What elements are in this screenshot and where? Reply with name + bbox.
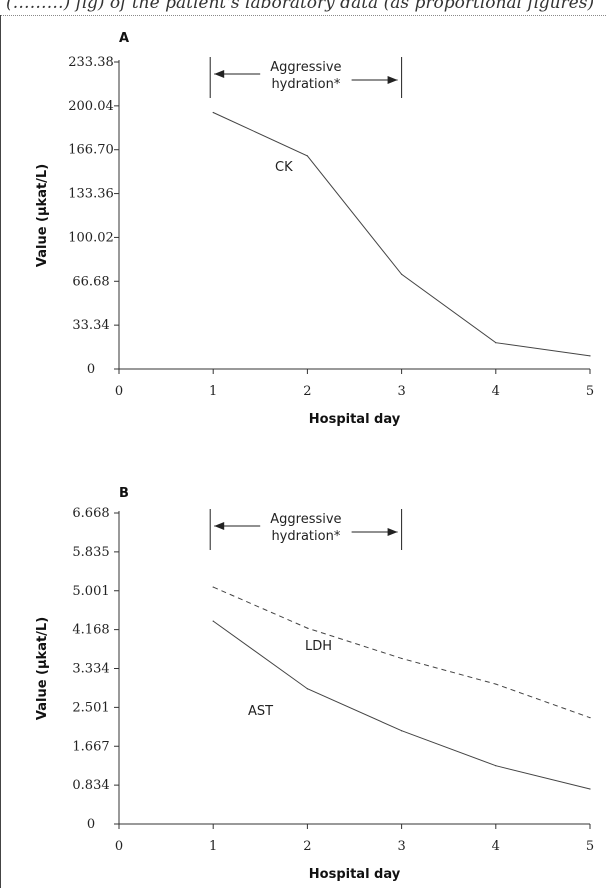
y-tick-label: 66.68 <box>72 274 109 289</box>
annotation-line-2: hydration* <box>271 529 340 544</box>
x-tick-label: 4 <box>492 384 500 399</box>
data-point-ck <box>401 273 403 275</box>
x-tick-label: 0 <box>115 384 123 399</box>
y-axis-title: Value (µkat/L) <box>35 164 50 267</box>
y-tick-label: 133.36 <box>68 187 114 202</box>
x-tick-label: 3 <box>397 384 405 399</box>
data-point-ldh <box>495 683 497 685</box>
x-tick-label: 3 <box>397 839 405 854</box>
x-tick-label: 5 <box>586 384 594 399</box>
x-tick-label: 2 <box>303 839 311 854</box>
annotation-line-2: hydration* <box>271 77 340 92</box>
y-tick-label: 33.34 <box>72 318 109 333</box>
arrow-head-left <box>214 522 225 530</box>
annotation-line-1: Aggressive <box>270 60 341 75</box>
data-point-ast <box>212 620 214 622</box>
arrow-head-left <box>214 70 225 78</box>
series-label-ck: CK <box>275 160 293 175</box>
data-point-ast <box>306 688 308 690</box>
y-axis-title: Value (µkat/L) <box>35 617 50 720</box>
x-tick-label: 1 <box>209 839 217 854</box>
x-axis-title: Hospital day <box>309 867 401 882</box>
data-point-ast <box>401 730 403 732</box>
x-tick-label: 0 <box>115 839 123 854</box>
y-tick-label: 0.834 <box>72 778 109 793</box>
data-point-ck <box>589 355 591 357</box>
y-tick-label: 0 <box>87 362 95 377</box>
y-tick-label: 1.667 <box>72 739 109 754</box>
data-point-ldh <box>589 717 591 719</box>
data-point-ldh <box>401 657 403 660</box>
panel-letter: B <box>119 486 129 501</box>
y-tick-label: 100.02 <box>68 230 114 245</box>
x-tick-label: 2 <box>303 384 311 399</box>
y-tick-label: 2.501 <box>72 700 109 715</box>
y-tick-label: 5.835 <box>72 545 109 560</box>
series-line-ck <box>212 112 591 357</box>
data-point-ck <box>306 155 308 157</box>
series-label-ldh: LDH <box>305 639 332 654</box>
y-tick-label: 4.168 <box>72 623 109 638</box>
data-point-ast <box>589 788 591 790</box>
y-tick-label: 200.04 <box>68 99 114 114</box>
arrow-head-right <box>387 528 398 536</box>
y-tick-label: 0 <box>87 817 95 832</box>
y-tick-label: 6.668 <box>72 506 109 521</box>
y-tick-label: 166.70 <box>68 143 114 158</box>
x-axis-title: Hospital day <box>309 412 401 427</box>
x-tick-label: 5 <box>586 839 594 854</box>
series-line-ldh <box>213 586 591 719</box>
x-tick-label: 4 <box>492 839 500 854</box>
data-point-ck <box>212 111 214 114</box>
data-point-ck <box>495 342 497 344</box>
caption-divider <box>0 15 606 16</box>
annotation-line-1: Aggressive <box>270 512 341 527</box>
data-point-ldh <box>212 586 214 588</box>
panel-letter: A <box>119 31 129 46</box>
x-tick-label: 1 <box>209 384 217 399</box>
y-tick-label: 5.001 <box>72 584 109 599</box>
arrow-head-right <box>387 76 398 84</box>
data-point-ldh <box>306 627 308 629</box>
data-point-ast <box>495 765 497 767</box>
series-label-ast: AST <box>248 704 273 719</box>
left-border <box>0 15 1 888</box>
figure-caption: (………) fig) of the patient's laboratory d… <box>6 0 595 13</box>
y-tick-label: 3.334 <box>72 662 109 677</box>
y-tick-label: 233.38 <box>68 55 114 70</box>
